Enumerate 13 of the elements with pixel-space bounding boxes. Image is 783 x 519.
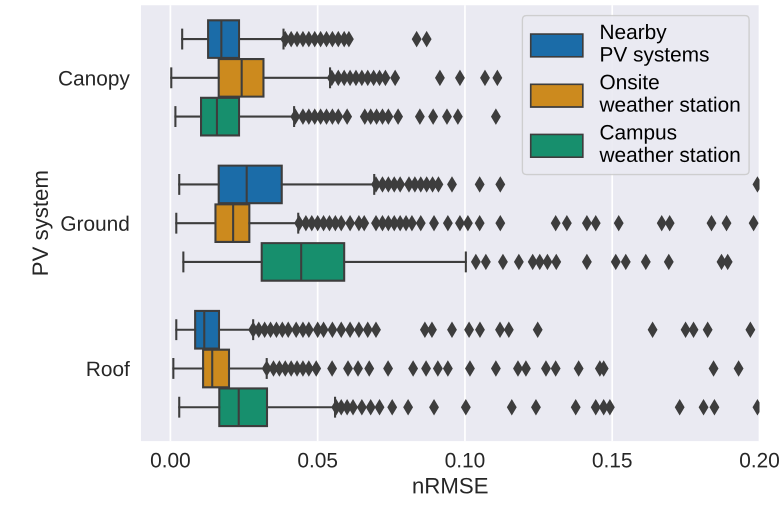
- y-tick-label: Ground: [61, 216, 128, 231]
- x-axis-title: nRMSE: [413, 478, 488, 494]
- y-axis-title: PV system: [32, 172, 52, 274]
- legend-label: Onsite weather station: [599, 74, 740, 112]
- legend-label: Campus weather station: [599, 124, 740, 162]
- y-tick-label: Roof: [88, 360, 130, 376]
- x-tick-label: 0.15: [592, 452, 632, 468]
- y-tick-label: Canopy: [59, 70, 130, 90]
- x-tick-label: 0.20: [740, 452, 779, 468]
- x-tick-label: 0.10: [445, 452, 484, 468]
- legend-label: Nearby PV systems: [601, 24, 709, 66]
- x-tick-label: 0.05: [298, 452, 338, 468]
- x-tick-label: 0.00: [150, 452, 190, 468]
